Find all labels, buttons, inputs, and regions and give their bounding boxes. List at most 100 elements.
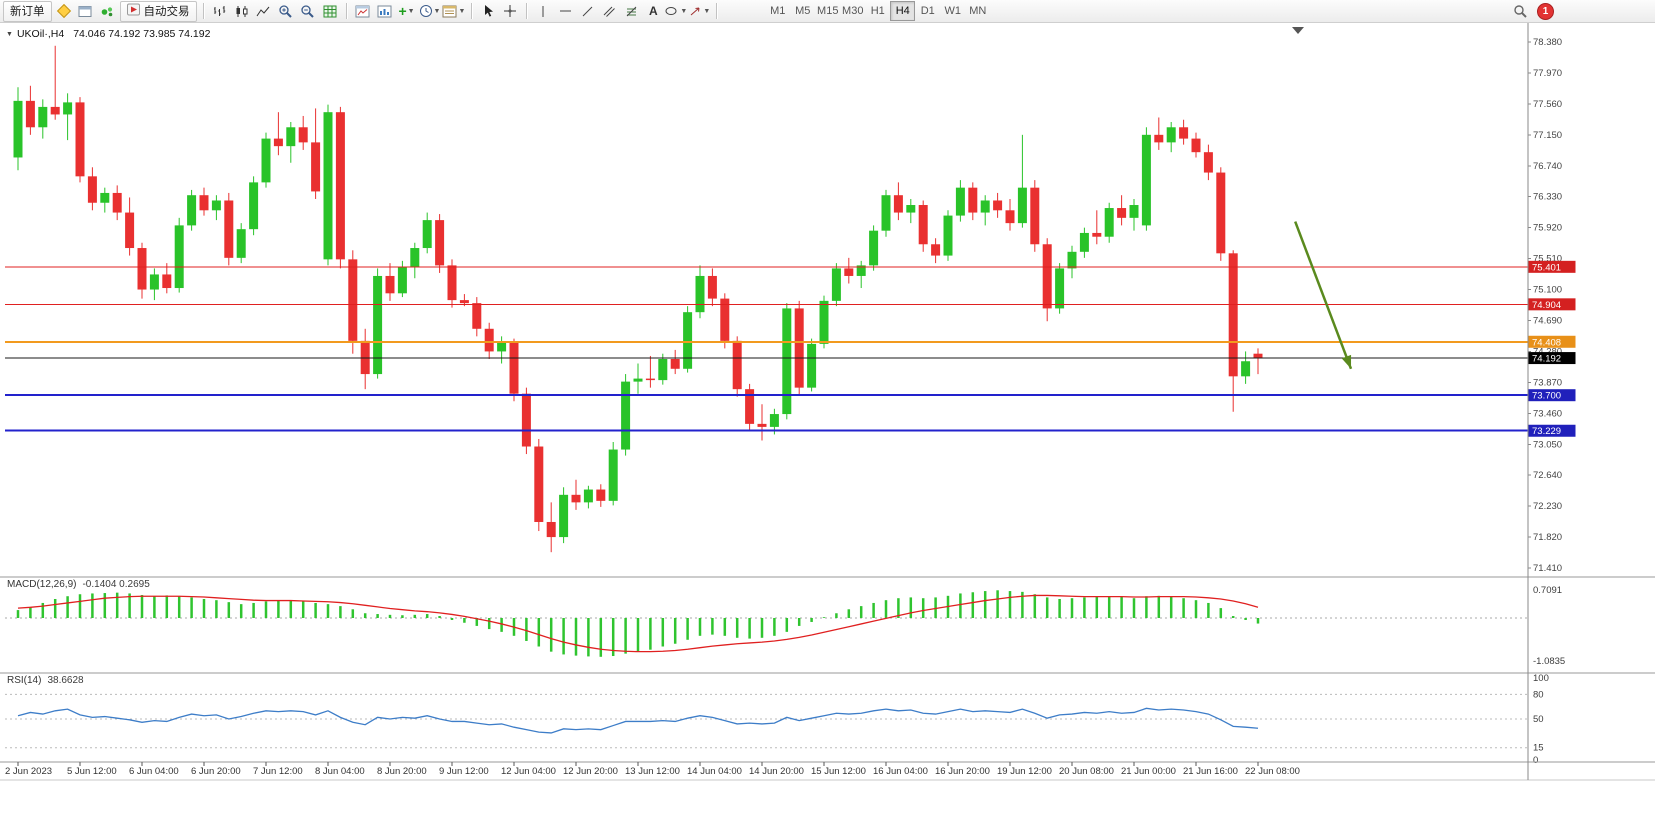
autotrading-label: 自动交易 (143, 6, 190, 18)
svg-text:74.408: 74.408 (1532, 337, 1561, 348)
svg-text:75.401: 75.401 (1532, 262, 1561, 273)
svg-text:73.460: 73.460 (1533, 408, 1562, 419)
zoom-out-icon[interactable] (298, 2, 318, 21)
price-chart-canvas[interactable]: 78.380 77.970 77.560 77.150 76.740 76.330 75.9… (0, 23, 1655, 785)
horizontal-line-icon[interactable] (555, 2, 575, 21)
svg-text:9 Jun 12:00: 9 Jun 12:00 (439, 766, 489, 777)
timeframe-toolbar: M1 M5 M15 M30 H1 H4 D1 W1 MN (765, 1, 990, 21)
autotrading-button[interactable]: 自动交易 (119, 0, 197, 22)
separator (202, 3, 204, 19)
svg-text:20 Jun 08:00: 20 Jun 08:00 (1059, 766, 1114, 777)
svg-text:72.230: 72.230 (1533, 501, 1562, 512)
tf-mn-button[interactable]: MN (969, 5, 987, 17)
trendline-icon[interactable] (577, 2, 597, 21)
rsi-label: RSI(14) (7, 675, 42, 686)
svg-text:7 Jun 12:00: 7 Jun 12:00 (253, 766, 303, 777)
svg-text:71.820: 71.820 (1533, 532, 1562, 543)
separator (345, 3, 347, 19)
svg-text:74.280: 74.280 (1533, 346, 1562, 357)
svg-text:12 Jun 20:00: 12 Jun 20:00 (563, 766, 618, 777)
arrows-icon[interactable]: ▼ (689, 2, 710, 21)
zoom-in-icon[interactable] (276, 2, 296, 21)
fibonacci-icon[interactable] (621, 2, 641, 21)
tf-m1-button[interactable]: M1 (770, 5, 786, 17)
chart-profiles-icon[interactable] (375, 2, 395, 21)
chart-candles-icon[interactable] (232, 2, 252, 21)
svg-text:5 Jun 12:00: 5 Jun 12:00 (67, 766, 117, 777)
tf-m5-button[interactable]: M5 (795, 5, 811, 17)
shapes-icon[interactable]: ▼ (665, 2, 687, 21)
svg-text:16 Jun 04:00: 16 Jun 04:00 (873, 766, 928, 777)
grid-icon[interactable] (320, 2, 340, 21)
svg-text:16 Jun 20:00: 16 Jun 20:00 (935, 766, 990, 777)
channel-icon[interactable] (599, 2, 619, 21)
svg-text:21 Jun 00:00: 21 Jun 00:00 (1121, 766, 1176, 777)
svg-text:15 Jun 12:00: 15 Jun 12:00 (811, 766, 866, 777)
indicators-button[interactable]: + ▼ (397, 2, 417, 21)
svg-text:77.970: 77.970 (1533, 68, 1562, 79)
main-toolbar: 新订单 自动交易 + ▼ ▼ ▼ (0, 0, 1655, 23)
crosshair-icon[interactable] (500, 2, 520, 21)
tf-m30-button[interactable]: M30 (842, 5, 864, 17)
svg-text:21 Jun 16:00: 21 Jun 16:00 (1183, 766, 1238, 777)
rsi-label-line: RSI(14) 38.6628 (7, 675, 84, 686)
toolbar-right-group: 1 (1510, 2, 1554, 21)
svg-text:8 Jun 04:00: 8 Jun 04:00 (315, 766, 365, 777)
vertical-line-icon[interactable] (533, 2, 553, 21)
ohlc-values: 74.046 74.192 73.985 74.192 (73, 28, 211, 40)
market-watch-icon[interactable] (54, 2, 74, 21)
svg-text:74.690: 74.690 (1533, 315, 1562, 326)
svg-text:75.920: 75.920 (1533, 223, 1562, 234)
svg-text:6 Jun 04:00: 6 Jun 04:00 (129, 766, 179, 777)
tf-h4-button[interactable]: H4 (890, 1, 916, 21)
svg-text:71.410: 71.410 (1533, 563, 1562, 574)
cursor-icon[interactable] (478, 2, 498, 21)
new-order-button[interactable]: 新订单 (3, 0, 52, 22)
notification-badge[interactable]: 1 (1537, 2, 1554, 20)
tf-d1-button[interactable]: D1 (920, 5, 935, 17)
chevron-down-icon: ▼ (433, 7, 441, 15)
tf-m15-button[interactable]: M15 (817, 5, 839, 17)
macd-label: MACD(12,26,9) (7, 579, 77, 590)
svg-text:72.640: 72.640 (1533, 470, 1562, 481)
svg-text:74.192: 74.192 (1532, 354, 1561, 365)
svg-text:22 Jun 08:00: 22 Jun 08:00 (1245, 766, 1300, 777)
chart-symbol-line: ▼ UKOil·,H4 74.046 74.192 73.985 74.192 (6, 28, 210, 40)
svg-text:76.740: 76.740 (1533, 161, 1562, 172)
tf-h1-button[interactable]: H1 (870, 5, 885, 17)
periods-button[interactable]: ▼ (419, 2, 441, 21)
svg-text:73.870: 73.870 (1533, 377, 1562, 388)
separator (716, 3, 718, 19)
chart-bars-icon[interactable] (210, 2, 230, 21)
svg-text:0.7091: 0.7091 (1533, 585, 1562, 596)
new-order-label: 新订单 (10, 6, 45, 18)
svg-text:19 Jun 12:00: 19 Jun 12:00 (997, 766, 1052, 777)
navigator-icon[interactable] (98, 2, 118, 21)
templates-button[interactable]: ▼ (442, 2, 465, 21)
svg-text:73.700: 73.700 (1532, 391, 1561, 402)
text-tool-icon[interactable]: A (649, 4, 658, 18)
svg-text:80: 80 (1533, 689, 1544, 700)
svg-text:73.229: 73.229 (1532, 426, 1561, 437)
svg-text:6 Jun 20:00: 6 Jun 20:00 (191, 766, 241, 777)
svg-text:75.100: 75.100 (1533, 285, 1562, 296)
svg-text:75.510: 75.510 (1533, 254, 1562, 265)
search-icon[interactable] (1510, 2, 1530, 21)
data-window-icon[interactable] (76, 2, 96, 21)
macd-values: -0.1404 0.2695 (82, 579, 150, 590)
svg-text:12 Jun 04:00: 12 Jun 04:00 (501, 766, 556, 777)
svg-text:77.560: 77.560 (1533, 99, 1562, 110)
one-click-trading-toggle[interactable]: ▼ (6, 31, 13, 38)
chevron-down-icon: ▼ (703, 7, 711, 15)
autotrading-icon (126, 3, 140, 19)
symbol-timeframe-label: UKOil·,H4 (16, 28, 65, 40)
separator (471, 3, 473, 19)
chart-window: 78.380 77.970 77.560 77.150 76.740 76.330 75.9… (0, 23, 1655, 785)
new-chart-icon[interactable] (353, 2, 373, 21)
svg-text:-1.0835: -1.0835 (1533, 656, 1565, 667)
tf-w1-button[interactable]: W1 (944, 5, 962, 17)
svg-text:50: 50 (1533, 714, 1544, 725)
svg-text:100: 100 (1533, 673, 1549, 684)
chart-line-icon[interactable] (254, 2, 274, 21)
svg-text:2 Jun 2023: 2 Jun 2023 (5, 766, 52, 777)
